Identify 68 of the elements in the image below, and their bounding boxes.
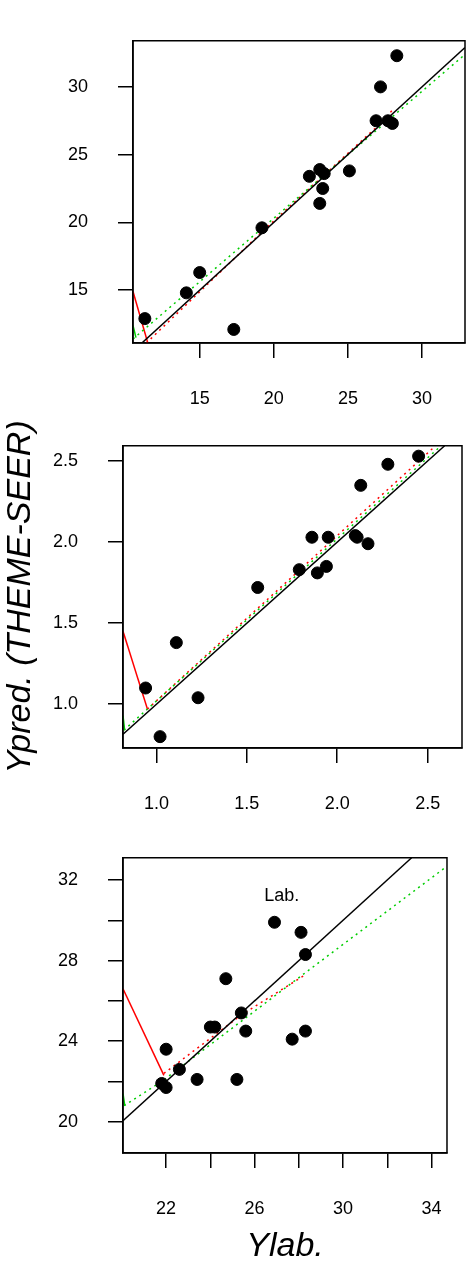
x-tick-label: 30 [412,387,433,408]
y-tick-label: 25 [67,143,88,164]
point [179,286,193,300]
x-tick-label: 34 [421,1197,442,1218]
point [251,581,265,594]
point [255,221,269,235]
point [298,1024,312,1038]
point [169,636,183,650]
y-tick-label: 24 [57,1030,78,1051]
y-tick-label: 2.0 [52,531,78,552]
x-tick-label: 25 [337,387,358,408]
point [219,972,233,986]
point [381,457,395,471]
point [310,566,324,580]
point [316,182,330,196]
x-tick-label: 30 [333,1197,354,1218]
point [234,1006,248,1020]
point [298,948,312,962]
y-tick-label: 2.5 [52,450,78,471]
x-tick-label: 2.0 [324,792,350,813]
point [412,449,426,463]
x-tick-label: 26 [244,1197,265,1218]
point [292,563,306,577]
point [230,1072,244,1086]
point [354,478,368,492]
point [285,1032,299,1046]
x-tick-label: 22 [156,1197,177,1218]
x-tick-label: 20 [263,387,284,408]
point [313,196,327,210]
y-tick-label: 28 [57,949,78,970]
point [159,1081,173,1095]
point [191,691,205,705]
point [139,681,153,695]
point [369,114,383,128]
x-tick-label: 15 [189,387,210,408]
y-axis-title: Ypred. (THEME-SEER) [0,420,37,774]
point [321,530,335,544]
y-tick-label: 20 [57,1110,78,1131]
point [159,1042,173,1056]
point [239,1024,253,1038]
y-tick-label: 1.0 [52,693,78,714]
point [302,169,316,183]
y-tick-label: 32 [57,868,78,889]
y-tick-label: 15 [67,279,88,300]
point [319,559,333,573]
point [317,167,331,181]
point [267,915,281,929]
point [153,730,167,744]
x-tick-label: 2.5 [415,792,441,813]
point [374,80,388,94]
y-tick-label: 1.5 [52,612,78,633]
point [305,530,319,544]
y-tick-label: 30 [67,75,88,96]
x-tick-label: 1.5 [234,792,260,813]
point [294,925,308,939]
annotation: Lab. [264,885,300,906]
point [385,116,399,130]
point [342,164,356,178]
point [190,1072,204,1086]
x-axis-title: Ylab. [246,1225,324,1264]
point [361,537,375,551]
point [193,266,207,280]
point [138,312,152,326]
y-tick-label: 20 [67,211,88,232]
point [172,1062,186,1076]
point [390,49,404,63]
point [227,322,241,336]
x-tick-label: 1.0 [143,792,169,813]
